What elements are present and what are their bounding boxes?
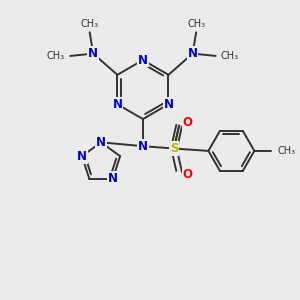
Text: CH₃: CH₃ — [47, 51, 65, 61]
Text: N: N — [77, 150, 87, 163]
Text: N: N — [138, 140, 148, 153]
Text: CH₃: CH₃ — [187, 19, 205, 28]
Text: N: N — [108, 172, 118, 185]
Text: N: N — [164, 98, 173, 111]
Text: O: O — [182, 116, 192, 129]
Text: N: N — [88, 47, 98, 60]
Text: N: N — [112, 98, 122, 111]
Text: CH₃: CH₃ — [221, 51, 239, 61]
Text: O: O — [182, 168, 192, 181]
Text: S: S — [169, 142, 178, 155]
Text: N: N — [96, 136, 106, 149]
Text: CH₃: CH₃ — [277, 146, 295, 156]
Text: N: N — [138, 54, 148, 67]
Text: CH₃: CH₃ — [81, 19, 99, 28]
Text: N: N — [188, 47, 198, 60]
